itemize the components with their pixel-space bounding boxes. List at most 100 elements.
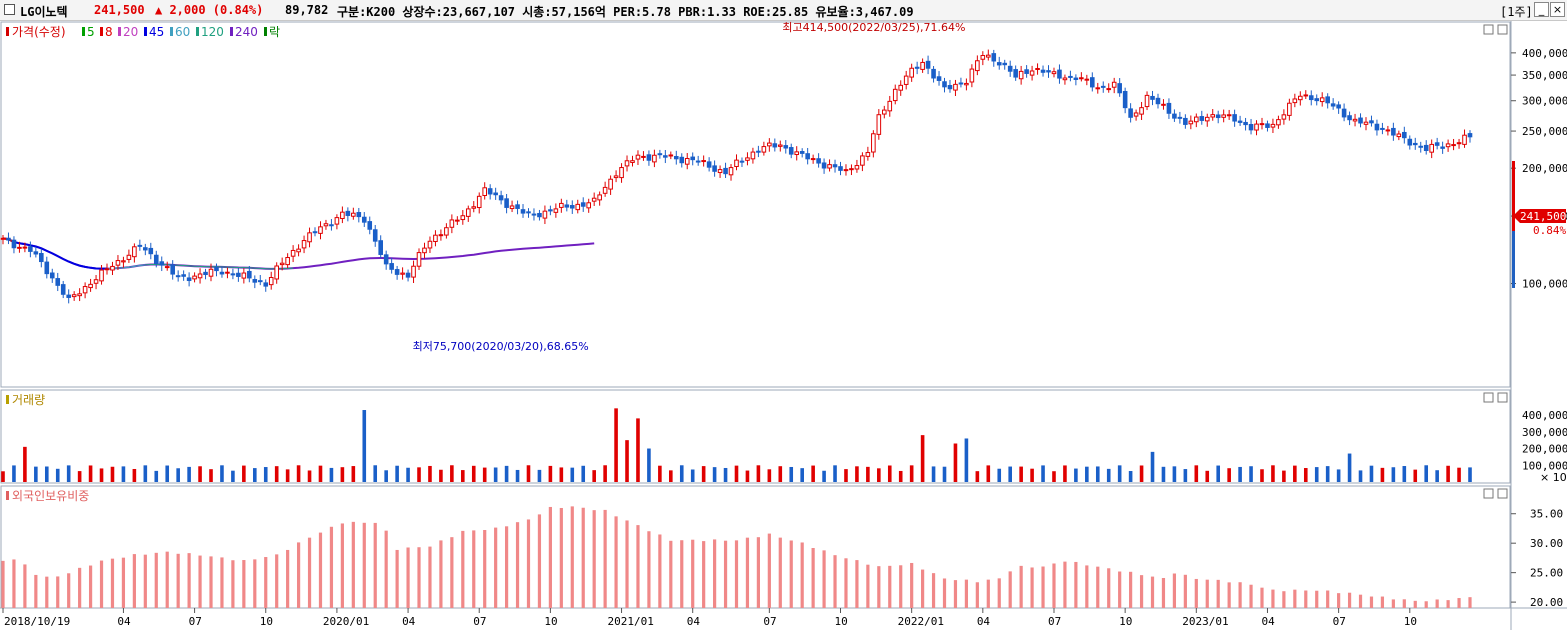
stock-info: 구분:K200 상장수:23,667,107 시총:57,156억 PER:5.… [337, 5, 914, 19]
foreign-title: 외국인보유비중 [12, 489, 89, 503]
candle-body [608, 178, 613, 190]
candle-body [827, 164, 832, 169]
candle-body [663, 155, 668, 158]
candle-body [1259, 123, 1265, 126]
volume-bar [701, 466, 706, 482]
candle-body [186, 277, 192, 282]
candle-body [871, 133, 876, 153]
candle-body [487, 188, 493, 195]
candle-body [1183, 117, 1188, 125]
candle-body [668, 154, 674, 157]
candle-body [416, 252, 422, 267]
foreign-ratio-bar [231, 560, 235, 608]
candle-body [509, 205, 515, 210]
foreign-ratio-bar [253, 559, 257, 608]
candle-body [1046, 70, 1051, 73]
volume-bar [44, 466, 49, 482]
candle-body [761, 146, 767, 153]
candle-body [1073, 77, 1079, 80]
volume-bar [964, 438, 969, 482]
foreign-ratio-bar [778, 537, 782, 608]
candle-body [60, 284, 66, 295]
volume-panel-buttons[interactable] [1483, 392, 1508, 403]
candle-body [1380, 127, 1385, 130]
volume-bar [975, 471, 980, 482]
volume-bar [384, 470, 388, 482]
legend-ma-8: 8 [105, 25, 113, 39]
candle-body [1429, 143, 1434, 153]
foreign-ratio-bar [822, 550, 826, 608]
candle-body [630, 160, 635, 163]
volume-bar [1380, 467, 1385, 482]
price-panel-frame [0, 21, 1511, 388]
volume-bar [625, 440, 629, 482]
candle-body [1423, 144, 1429, 152]
foreign-ratio-bar [1435, 599, 1439, 608]
price-panel-buttons[interactable] [1483, 24, 1508, 35]
candle-body [329, 224, 334, 227]
volume-bar [679, 465, 684, 482]
candle-body [624, 160, 630, 167]
volume-bar [77, 471, 82, 482]
volume-bar [1216, 465, 1221, 482]
candle-body [1068, 75, 1073, 78]
candle-body [1215, 114, 1221, 119]
foreign-ratio-bar [767, 533, 771, 608]
volume-bar [231, 470, 235, 482]
foreign-ratio-bar [515, 522, 520, 608]
candle-body [1319, 97, 1325, 103]
volume-bar [1008, 466, 1012, 482]
candle-body [1412, 142, 1418, 146]
volume-bar [362, 410, 367, 482]
candle-body [411, 265, 416, 278]
candle-body [274, 265, 279, 280]
candle-body [1456, 142, 1462, 145]
candle-body [881, 109, 887, 115]
candle-body [1062, 77, 1068, 81]
candle-body [394, 269, 400, 275]
candle-body [356, 212, 362, 218]
minimize-button[interactable]: _ [1534, 2, 1549, 17]
volume-bar [1106, 468, 1111, 482]
foreign-panel-buttons[interactable] [1483, 488, 1508, 499]
foreign-ratio-bar [187, 553, 191, 608]
candle-body [55, 278, 61, 286]
legend-ma-marker [118, 27, 121, 36]
foreign-ratio-bar [1413, 600, 1417, 608]
candle-body [465, 208, 471, 217]
candle-body [148, 247, 154, 255]
candle-body [1287, 102, 1292, 116]
volume-legend: 거래량 [6, 393, 45, 407]
legend-extra-marker [264, 27, 267, 36]
volume-bar [23, 446, 27, 482]
candle-body [192, 275, 197, 280]
candle-body [1100, 85, 1106, 88]
stock-chart[interactable]: 가격(수정) 5 8 20 45 60 120 240 락 거래량 외국인보유비중 100,0… [0, 21, 1567, 630]
legend-extra-label: 락 [269, 25, 280, 39]
legend-price-label: 가격(수정) [12, 25, 66, 39]
stock-name[interactable]: LG이노텍 [20, 5, 68, 19]
foreign-ratio-bar [844, 558, 848, 608]
foreign-ratio-bar [373, 522, 377, 608]
candle-body [964, 82, 969, 86]
volume-bar [471, 465, 476, 482]
volume-bar [439, 469, 443, 482]
volume-bar [822, 470, 826, 482]
foreign-ratio-bar [286, 549, 290, 608]
foreign-ratio-bar [921, 569, 925, 608]
last-price-marker: 241,500 0.84% [1512, 161, 1566, 288]
period-selector[interactable]: [1주] [1500, 5, 1533, 19]
candle-body [860, 155, 865, 166]
volume-bar [614, 408, 618, 482]
foreign-ratio-bar [1315, 590, 1319, 608]
close-button[interactable]: × [1550, 2, 1565, 17]
legend-ma-20: 20 [123, 25, 138, 39]
foreign-ratio-bar [395, 549, 399, 608]
candlestick-series [0, 49, 1473, 304]
candle-body [93, 279, 99, 284]
candle-body [1237, 120, 1243, 123]
volume-bar [953, 443, 958, 482]
candle-body [914, 66, 920, 69]
legend-ma-45: 45 [149, 25, 164, 39]
select-checkbox[interactable] [4, 4, 15, 15]
